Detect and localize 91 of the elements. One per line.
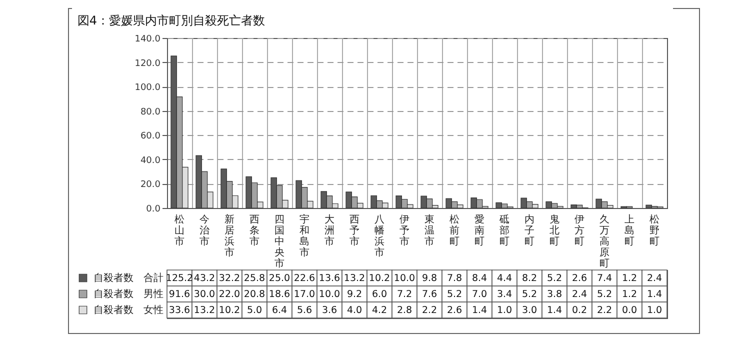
data-label: 10.0 — [318, 289, 340, 300]
data-label: 8.4 — [472, 273, 488, 284]
legend-label: 自殺者数 合計 — [94, 272, 164, 284]
x-tick-label: 宇和島市 — [300, 214, 310, 258]
y-tick-label: 20.0 — [140, 180, 161, 190]
x-tick-label: 大洲市 — [324, 214, 334, 248]
data-label: 18.6 — [268, 289, 290, 300]
x-tick-label: 上島町 — [624, 214, 634, 248]
data-label: 1.4 — [546, 305, 562, 316]
data-label: 43.2 — [194, 273, 216, 284]
data-label: 5.2 — [546, 273, 562, 284]
data-label: 33.6 — [168, 305, 190, 316]
data-label: 9.2 — [346, 289, 362, 300]
x-tick-label: 伊予市 — [400, 214, 410, 248]
data-label: 13.2 — [194, 305, 216, 316]
data-label: 3.0 — [522, 305, 538, 316]
y-tick-label: 80.0 — [140, 107, 161, 118]
data-label: 0.0 — [622, 305, 638, 316]
data-label: 2.6 — [446, 305, 462, 316]
data-label: 10.2 — [218, 305, 240, 316]
data-label: 6.0 — [372, 289, 388, 300]
data-label: 7.2 — [396, 289, 412, 300]
data-label: 13.2 — [344, 273, 366, 284]
data-label: 5.6 — [296, 305, 312, 316]
y-tick-label: 0.0 — [146, 204, 161, 214]
data-label: 4.2 — [372, 305, 388, 316]
data-label: 32.2 — [218, 273, 240, 284]
data-label: 10.2 — [368, 273, 390, 284]
data-label: 7.4 — [596, 273, 612, 284]
data-label: 1.0 — [646, 305, 662, 316]
y-tick-label: 120.0 — [134, 58, 161, 69]
data-label: 1.0 — [496, 305, 512, 316]
data-label: 1.4 — [472, 305, 488, 316]
y-tick-label: 100.0 — [134, 83, 161, 94]
x-tick-label: 新居浜市 — [224, 214, 234, 258]
x-tick-label: 松前町 — [450, 214, 460, 248]
x-tick-label: 伊方町 — [574, 214, 584, 248]
data-label: 25.8 — [244, 273, 266, 284]
data-label: 2.2 — [422, 305, 438, 316]
x-tick-label: 内子町 — [524, 214, 534, 248]
data-label: 7.6 — [422, 289, 438, 300]
data-label: 5.2 — [522, 289, 538, 300]
legend-label: 自殺者数 女性 — [94, 304, 164, 316]
data-label: 2.4 — [646, 273, 662, 284]
data-label: 7.0 — [472, 289, 488, 300]
x-tick-label: 鬼北町 — [550, 214, 560, 248]
y-tick-label: 60.0 — [140, 132, 161, 142]
y-tick-label: 140.0 — [134, 34, 161, 44]
data-label: 1.2 — [622, 289, 638, 300]
x-tick-label: 今治市 — [200, 214, 210, 248]
data-label: 5.2 — [446, 289, 462, 300]
data-label: 8.2 — [522, 273, 538, 284]
data-label: 91.6 — [168, 289, 190, 300]
x-tick-label: 東温市 — [424, 214, 434, 248]
data-label: 13.6 — [318, 273, 340, 284]
x-tick-label: 松山市 — [174, 214, 184, 248]
data-label: 3.6 — [322, 305, 338, 316]
data-label: 22.6 — [294, 273, 316, 284]
data-label: 2.4 — [572, 289, 588, 300]
x-tick-label: 久万高原町 — [600, 214, 610, 270]
data-label: 22.0 — [218, 289, 240, 300]
x-tick-label: 砥部町 — [498, 214, 510, 248]
x-tick-label: 西条市 — [250, 214, 260, 248]
data-label: 9.8 — [422, 273, 438, 284]
x-tick-label: 西予市 — [350, 214, 360, 248]
data-label: 10.0 — [394, 273, 416, 284]
x-tick-label: 愛南町 — [474, 214, 484, 248]
data-label: 25.0 — [268, 273, 290, 284]
data-label: 3.8 — [546, 289, 562, 300]
data-label: 5.0 — [246, 305, 262, 316]
y-tick-label: 40.0 — [140, 156, 161, 166]
data-label: 30.0 — [194, 289, 216, 300]
data-label: 2.8 — [396, 305, 412, 316]
x-tick-label: 八幡浜市 — [374, 214, 384, 258]
data-label: 5.2 — [596, 289, 612, 300]
data-label: 1.2 — [622, 273, 638, 284]
data-label: 1.4 — [646, 289, 662, 300]
data-label: 3.4 — [496, 289, 512, 300]
data-label: 2.6 — [572, 273, 588, 284]
x-tick-label: 四国中央市 — [274, 214, 284, 270]
data-label: 20.8 — [244, 289, 266, 300]
data-label: 0.2 — [572, 305, 588, 316]
data-label: 4.4 — [496, 273, 512, 284]
x-tick-label: 松野町 — [650, 214, 660, 248]
chart-title: 図4：愛媛県内市町別自殺死亡者数 — [77, 14, 266, 28]
data-label: 4.0 — [346, 305, 362, 316]
data-label: 6.4 — [272, 305, 288, 316]
data-label: 7.8 — [446, 273, 462, 284]
data-label: 2.2 — [596, 305, 612, 316]
data-label: 17.0 — [294, 289, 316, 300]
legend-label: 自殺者数 男性 — [94, 288, 164, 300]
